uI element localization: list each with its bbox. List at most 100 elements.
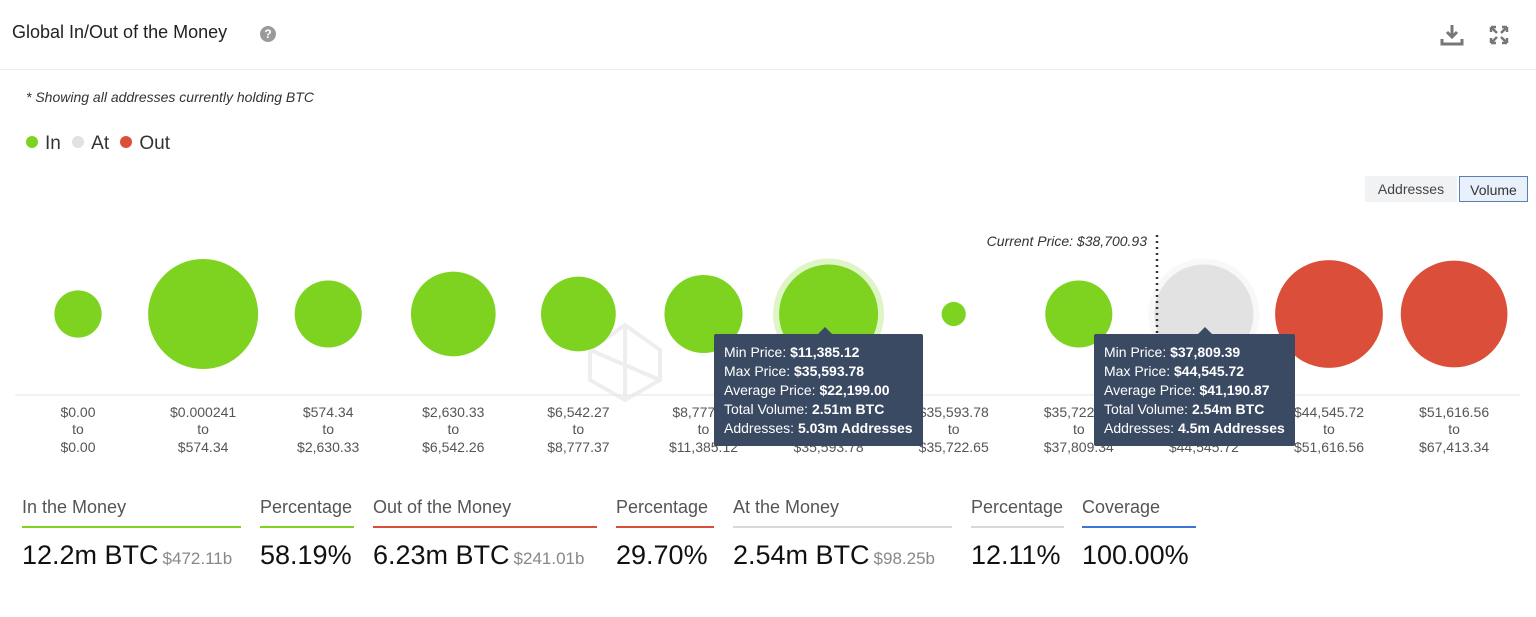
tooltip-volume-value: 2.51m BTC (811, 401, 885, 417)
stat-label: Percentage (260, 497, 354, 528)
tooltip-avg-label: Average Price: (1104, 382, 1196, 398)
legend-label-in: In (45, 133, 61, 154)
tooltip-addresses-label: Addresses: (724, 420, 795, 436)
stat-label: Out of the Money (373, 497, 597, 528)
bubble-out[interactable] (1275, 260, 1383, 368)
legend-dot-in (26, 136, 38, 148)
stat-out-of-the-money: Out of the Money 6.23m BTC $241.01b (373, 497, 597, 571)
tooltip-avg-value: $41,190.87 (1199, 382, 1270, 398)
tooltip-min-label: Min Price: (1104, 344, 1167, 360)
stat-sub-value: $241.01b (513, 549, 585, 568)
stat-label: Percentage (971, 497, 1064, 528)
tooltip-avg-value: $22,199.00 (819, 382, 890, 398)
stat-value: 12.11% (971, 540, 1061, 570)
range-label-from: $0.00 (60, 404, 95, 420)
tooltip-min-value: $37,809.39 (1170, 344, 1241, 360)
holding-note: * Showing all addresses currently holdin… (26, 89, 314, 105)
stat-value: 12.2m BTC (22, 540, 159, 570)
tooltip-max-label: Max Price: (724, 363, 791, 379)
stat-out-percentage: Percentage 29.70% (616, 497, 714, 571)
range-label-from: $0.000241 (170, 404, 236, 420)
range-label-word: to (72, 421, 84, 437)
tooltip-addresses-label: Addresses: (1104, 420, 1175, 436)
watermark-logo (588, 322, 662, 403)
range-label-word: to (1073, 421, 1085, 437)
tooltip-addresses-value: 5.03m Addresses (797, 420, 913, 436)
panel-header: Global In/Out of the Money ? (0, 0, 1536, 70)
range-label-to: $6,542.26 (422, 439, 484, 455)
tooltip-volume-label: Total Volume: (724, 401, 809, 417)
bubble-in[interactable] (294, 280, 362, 348)
download-icon[interactable] (1439, 22, 1465, 48)
tooltip-avg-label: Average Price: (724, 382, 816, 398)
stat-value: 100.00% (1082, 540, 1189, 570)
bubble-in[interactable] (664, 274, 743, 354)
range-label-from: $574.34 (303, 404, 354, 420)
tooltip-min-value: $11,385.12 (790, 344, 860, 360)
range-label-to: $574.34 (178, 439, 229, 455)
tooltip-range-7: Min Price: $11,385.12 Max Price: $35,593… (714, 327, 923, 446)
range-label-from: $51,616.56 (1419, 404, 1489, 420)
range-label-word: to (1448, 421, 1460, 437)
chart-legend: In At Out (26, 133, 176, 155)
stat-sub-value: $472.11b (162, 549, 233, 568)
legend-item-out[interactable]: Out (120, 133, 170, 155)
range-label-from: $6,542.27 (547, 404, 609, 420)
bubble-in[interactable] (410, 271, 496, 357)
stat-value: 2.54m BTC (733, 540, 870, 570)
page-title: Global In/Out of the Money (12, 22, 228, 42)
stat-at-the-money: At the Money 2.54m BTC $98.25b (733, 497, 952, 571)
range-label-to: $35,722.65 (919, 439, 989, 455)
addresses-toggle-button[interactable]: Addresses (1365, 176, 1457, 202)
range-label-word: to (948, 421, 960, 437)
range-label-from: $44,545.72 (1294, 404, 1364, 420)
range-label-word: to (573, 421, 585, 437)
bubble-out[interactable] (1400, 260, 1508, 368)
stat-label: In the Money (22, 497, 241, 528)
range-label-word: to (1323, 421, 1335, 437)
tooltip-min-label: Min Price: (724, 344, 787, 360)
stat-at-percentage: Percentage 12.11% (971, 497, 1064, 571)
tooltip-max-value: $35,593.78 (794, 363, 865, 379)
tooltip-volume-label: Total Volume: (1104, 401, 1189, 417)
range-label-from: $2,630.33 (422, 404, 484, 420)
range-label-from: $35,593.78 (919, 404, 989, 420)
bubble-in[interactable] (541, 276, 616, 352)
range-label-word: to (698, 421, 710, 437)
range-label-to: $8,777.37 (547, 439, 609, 455)
tooltip-addresses-value: 4.5m Addresses (1177, 420, 1285, 436)
range-label-word: to (447, 421, 459, 437)
tooltip-max-label: Max Price: (1104, 363, 1171, 379)
legend-dot-at (72, 136, 85, 148)
range-label-to: $51,616.56 (1294, 439, 1364, 455)
stat-label: Percentage (616, 497, 714, 528)
help-icon[interactable]: ? (260, 26, 276, 42)
stat-label: Coverage (1082, 497, 1196, 528)
stat-value: 58.19% (260, 540, 352, 570)
tooltip-range-10: Min Price: $37,809.39 Max Price: $44,545… (1094, 327, 1295, 446)
stat-in-the-money: In the Money 12.2m BTC $472.11b (22, 497, 241, 571)
stat-label: At the Money (733, 497, 952, 528)
stat-value: 29.70% (616, 540, 708, 570)
tooltip-volume-value: 2.54m BTC (1191, 401, 1265, 417)
bubble-in[interactable] (941, 301, 966, 327)
legend-item-at[interactable]: At (72, 133, 109, 155)
legend-label-at: At (91, 133, 110, 154)
range-label-word: to (197, 421, 209, 437)
range-label-to: $0.00 (60, 439, 95, 455)
stat-coverage: Coverage 100.00% (1082, 497, 1196, 571)
tooltip-max-value: $44,545.72 (1174, 363, 1245, 379)
current-price-label: Current Price: $38,700.93 (987, 233, 1148, 249)
range-label-word: to (322, 421, 334, 437)
range-label-to: $67,413.34 (1419, 439, 1489, 455)
bubble-in[interactable] (54, 290, 102, 338)
range-label-to: $2,630.33 (297, 439, 359, 455)
legend-item-in[interactable]: In (26, 133, 61, 155)
legend-label-out: Out (139, 133, 170, 154)
volume-toggle-button[interactable]: Volume (1459, 176, 1528, 202)
bubble-in[interactable] (1045, 280, 1113, 348)
stat-value: 6.23m BTC (373, 540, 510, 570)
expand-icon[interactable] (1486, 22, 1512, 48)
legend-dot-out (120, 136, 133, 148)
bubble-in[interactable] (148, 259, 259, 369)
